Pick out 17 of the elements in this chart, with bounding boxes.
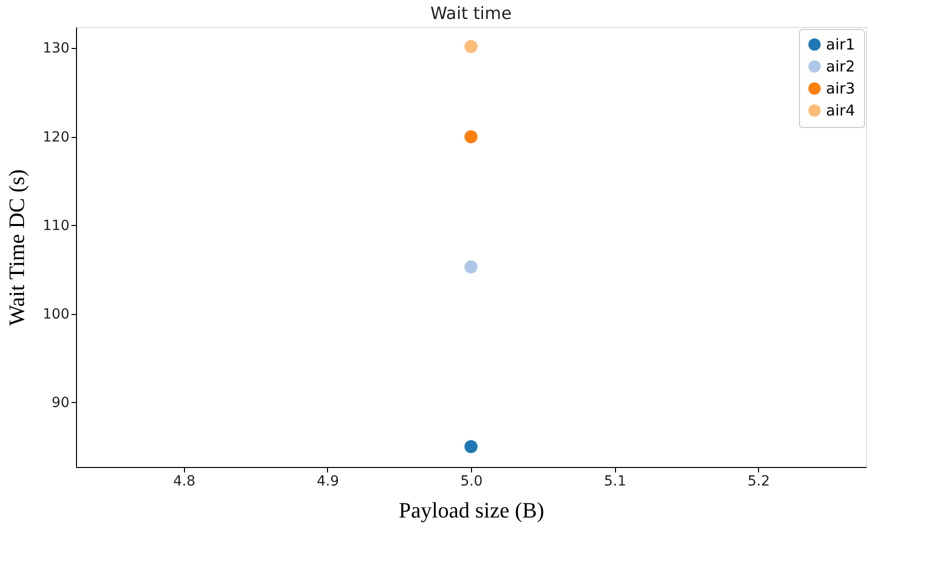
chart-title: Wait time xyxy=(430,4,512,24)
legend-label: air1 xyxy=(826,36,856,54)
y-tick-label: 90 xyxy=(52,394,70,411)
x-tick-label: 4.8 xyxy=(173,474,196,490)
legend-label: air4 xyxy=(826,102,856,120)
y-tick-label: 130 xyxy=(42,40,70,57)
y-tick-label: 120 xyxy=(42,129,70,146)
x-tick-label: 5.1 xyxy=(604,474,626,490)
x-tick-label: 4.9 xyxy=(316,474,339,490)
x-tick-label: 5.0 xyxy=(460,474,483,490)
y-tick-label: 110 xyxy=(42,218,70,234)
x-axis-title: Payload size (B) xyxy=(398,498,544,522)
y-tick-label: 100 xyxy=(42,306,70,322)
legend-label: air3 xyxy=(826,80,856,98)
x-tick-label: 5.2 xyxy=(748,474,770,490)
y-axis-title: Wait Time DC (s) xyxy=(4,169,29,326)
legend-label: air2 xyxy=(826,58,856,76)
